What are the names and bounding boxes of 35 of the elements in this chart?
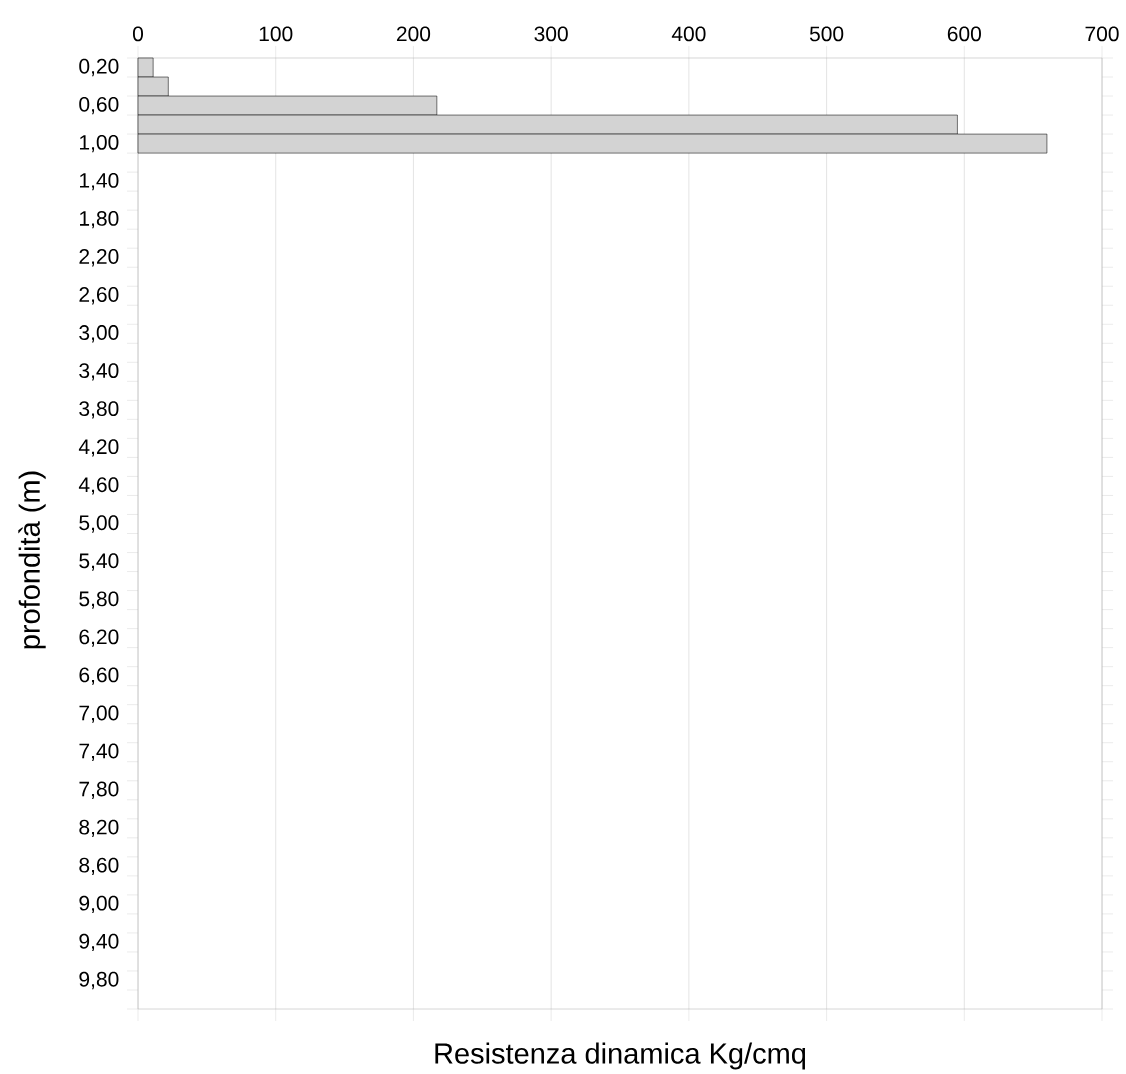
- y-tick-label: 5,40: [79, 553, 119, 571]
- x-tick-label: 500: [809, 26, 844, 42]
- y-tick-label: 1,40: [80, 172, 119, 191]
- y-tick-label: 0,60: [79, 96, 119, 115]
- x-tick-label: 0: [132, 26, 144, 42]
- y-tick-label: 9,40: [79, 933, 119, 952]
- y-tick-label: 4,20: [78, 439, 119, 457]
- y-tick-label: 3,00: [79, 325, 119, 343]
- x-tick-label: 700: [1085, 26, 1119, 42]
- x-tick-label: 100: [259, 26, 293, 42]
- y-tick-label: 6,60: [79, 667, 119, 685]
- y-tick-label: 2,60: [79, 287, 119, 305]
- y-tick-label: 1,00: [80, 134, 119, 153]
- x-axis-title: Resistenza dinamica Kg/cmq: [435, 1042, 806, 1070]
- y-tick-label: 7,00: [79, 705, 119, 723]
- y-tick-label: 6,20: [79, 629, 119, 647]
- y-tick-label: 1,80: [80, 211, 119, 229]
- y-tick-label: 7,80: [79, 781, 119, 799]
- y-tick-label: 3,40: [79, 363, 119, 381]
- x-tick-label: 200: [396, 26, 431, 42]
- x-tick-label: 400: [671, 26, 706, 42]
- y-tick-label: 9,80: [79, 971, 119, 990]
- y-axis-title: profondità (m): [18, 471, 46, 649]
- x-tick-label: 600: [947, 26, 981, 42]
- y-tick-label: 8,60: [79, 857, 119, 876]
- y-tick-label: 8,20: [79, 819, 119, 837]
- y-tick-label: 0,20: [79, 58, 119, 77]
- y-tick-label: 5,80: [79, 591, 119, 609]
- y-tick-label: 2,20: [79, 249, 119, 267]
- y-tick-label: 4,60: [78, 477, 119, 495]
- y-tick-label: 3,80: [79, 401, 119, 419]
- y-tick-label: 5,00: [79, 515, 119, 533]
- y-tick-label: 7,40: [79, 743, 119, 761]
- y-tick-label: 9,00: [79, 895, 119, 914]
- x-tick-label: 300: [534, 26, 568, 42]
